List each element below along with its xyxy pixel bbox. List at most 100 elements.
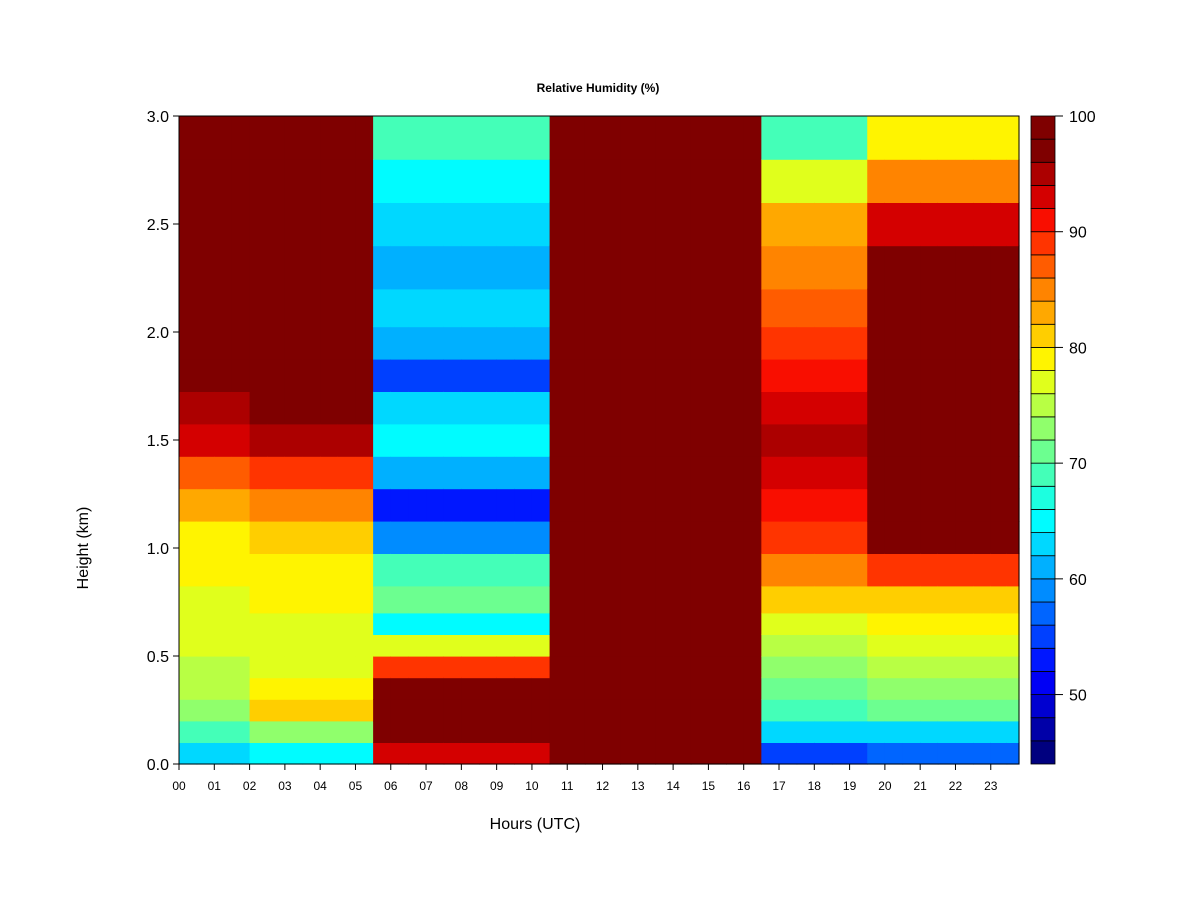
heatmap-cell — [355, 742, 374, 765]
heatmap-cell — [514, 585, 533, 614]
heatmap-cell — [1006, 720, 1020, 743]
heatmap-cell — [637, 326, 657, 360]
heatmap-cell — [867, 677, 886, 700]
heatmap-cell — [231, 456, 251, 490]
heatmap-cell — [637, 720, 657, 743]
heatmap-cell — [461, 699, 480, 722]
heatmap-cell — [267, 288, 286, 328]
heatmap-cell — [637, 553, 657, 587]
heatmap-cell — [373, 585, 392, 614]
heatmap-cell — [673, 116, 692, 160]
heatmap-cell — [1006, 288, 1020, 328]
colorbar-swatch — [1030, 416, 1056, 441]
heatmap-cell — [620, 359, 639, 392]
heatmap-cell — [990, 553, 1008, 587]
y-tick-label: 1.0 — [147, 541, 169, 558]
heatmap-cell — [902, 391, 921, 425]
heatmap-cell — [620, 585, 639, 614]
heatmap-cell — [179, 326, 198, 360]
heatmap-cell — [779, 456, 798, 490]
heatmap-cell — [973, 553, 992, 587]
heatmap-cell — [973, 423, 992, 457]
heatmap-cell — [249, 677, 268, 700]
heatmap-cell — [337, 553, 357, 587]
heatmap-cell — [796, 553, 815, 587]
colorbar-swatch — [1030, 439, 1056, 464]
heatmap-cell — [867, 359, 886, 392]
heatmap-cell — [249, 585, 268, 614]
heatmap-cell — [267, 553, 286, 587]
heatmap-cell — [214, 553, 233, 587]
heatmap-cell — [637, 202, 657, 247]
heatmap-cell — [373, 677, 392, 700]
heatmap-cell — [320, 612, 339, 635]
heatmap-cell — [673, 612, 692, 635]
heatmap-cell — [284, 202, 304, 247]
heatmap-cell — [726, 423, 745, 457]
heatmap-cell — [549, 699, 568, 722]
heatmap-cell — [761, 677, 780, 700]
heatmap-cell — [655, 359, 674, 392]
heatmap-cell — [373, 159, 392, 203]
heatmap-cell — [708, 159, 727, 203]
heatmap-cell — [337, 288, 357, 328]
heatmap-cell — [231, 720, 251, 743]
heatmap-cell — [673, 634, 692, 657]
heatmap-cell — [849, 456, 868, 490]
x-tick-label: 05 — [349, 779, 363, 793]
heatmap-cell — [514, 202, 533, 247]
heatmap-cell — [708, 720, 727, 743]
heatmap-cell — [637, 585, 657, 614]
colorbar-swatch — [1030, 231, 1056, 256]
heatmap-cell — [196, 359, 215, 392]
heatmap-cell — [231, 521, 251, 554]
heatmap-cell — [355, 423, 374, 457]
heatmap-cell — [531, 521, 551, 554]
heatmap-cell — [355, 553, 374, 587]
heatmap-cell — [337, 699, 357, 722]
y-tick-label: 0.0 — [147, 757, 169, 774]
heatmap-cell — [584, 159, 604, 203]
heatmap-cell — [267, 391, 286, 425]
heatmap-cell — [373, 742, 392, 765]
heatmap-cell — [673, 521, 692, 554]
heatmap-cell — [567, 326, 586, 360]
heatmap-cell — [620, 521, 639, 554]
heatmap-cell — [549, 521, 568, 554]
heatmap-cell — [584, 456, 604, 490]
heatmap-cell — [1006, 116, 1020, 160]
heatmap-cell — [496, 699, 515, 722]
heatmap-cell — [831, 456, 851, 490]
heatmap-cell — [690, 677, 710, 700]
heatmap-cell — [690, 585, 710, 614]
heatmap-cell — [373, 116, 392, 160]
heatmap-cell — [179, 699, 198, 722]
heatmap-cell — [531, 245, 551, 290]
heatmap-cell — [514, 159, 533, 203]
heatmap-cell — [867, 553, 886, 587]
heatmap-cell — [973, 612, 992, 635]
heatmap-cell — [937, 359, 957, 392]
heatmap-cell — [708, 634, 727, 657]
heatmap-cell — [549, 159, 568, 203]
colorbar-tick-label: 100 — [1069, 109, 1096, 126]
heatmap-cell — [761, 720, 780, 743]
heatmap-cell — [302, 116, 321, 160]
heatmap-cell — [602, 677, 621, 700]
heatmap-cell — [937, 521, 957, 554]
heatmap-cell — [814, 423, 833, 457]
heatmap-cell — [1006, 742, 1020, 765]
heatmap-cell — [337, 202, 357, 247]
heatmap-cell — [814, 612, 833, 635]
heatmap-cell — [514, 742, 533, 765]
heatmap-cell — [426, 202, 445, 247]
heatmap-cell — [726, 288, 745, 328]
heatmap-cell — [496, 612, 515, 635]
heatmap-cell — [249, 742, 268, 765]
heatmap-cell — [602, 288, 621, 328]
heatmap-cell — [937, 245, 957, 290]
heatmap-cell — [567, 245, 586, 290]
heatmap-cell — [302, 677, 321, 700]
heatmap-cell — [549, 391, 568, 425]
heatmap-cell — [214, 202, 233, 247]
